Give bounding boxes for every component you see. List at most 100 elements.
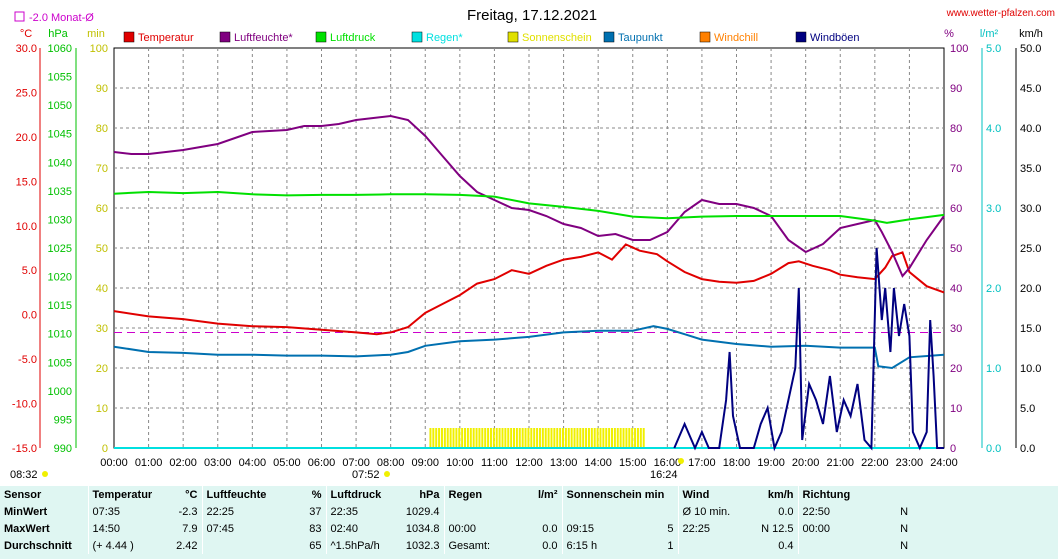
axis-tick-label-press: 1030 xyxy=(48,214,72,226)
axis-tick-label-sun: 20 xyxy=(96,363,108,375)
hum-unit: % xyxy=(944,28,954,40)
sunshine-bar xyxy=(562,428,565,448)
sunshine-bar xyxy=(524,428,527,448)
wind-value: 0.0 xyxy=(778,505,794,518)
axis-tick-label-rain: 0.0 xyxy=(986,443,1001,455)
axis-tick-label-sun: 40 xyxy=(96,283,108,295)
legend-label: Sonnenschein xyxy=(522,32,592,44)
hdr-sensor: Sensor xyxy=(4,488,42,501)
sunshine-bar xyxy=(636,428,639,448)
sunshine-bar xyxy=(576,428,579,448)
axis-tick-label-sun: 90 xyxy=(96,83,108,95)
stats-panel: Sensor Temperatur °C Luftfeuchte % Luftd… xyxy=(0,486,1058,559)
axis-tick-label-hum: 0 xyxy=(950,443,956,455)
legend-label: Temperatur xyxy=(138,32,194,44)
hdr-wind-unit: km/h xyxy=(767,488,794,501)
sun-time xyxy=(561,503,642,520)
hdr-rain: Regen xyxy=(443,486,516,503)
sunshine-bar xyxy=(536,428,539,448)
x-tick-label: 19:00 xyxy=(757,457,785,469)
axis-tick-label-hum: 10 xyxy=(950,403,962,415)
row-label: MinWert xyxy=(4,505,48,518)
sunshine-bar xyxy=(472,428,475,448)
temp-time: (+ 4.44 ) xyxy=(87,537,158,554)
sunrise-icon xyxy=(384,471,390,477)
dir-value: N xyxy=(900,522,909,535)
axis-tick-label-wind: 50.0 xyxy=(1020,43,1041,55)
rain-value xyxy=(516,503,562,520)
sunshine-bar xyxy=(556,428,559,448)
sunshine-bar xyxy=(478,428,481,448)
row-label: MaxWert xyxy=(4,522,50,535)
sun-value xyxy=(642,503,678,520)
sunrise-label: 07:52 xyxy=(352,469,380,481)
sunshine-bar xyxy=(464,428,467,448)
sunshine-bar xyxy=(541,428,544,448)
hdr-press: Luftdruck xyxy=(325,486,396,503)
axis-tick-label-wind: 5.0 xyxy=(1020,403,1035,415)
sunshine-bar xyxy=(559,428,562,448)
axis-tick-label-rain: 2.0 xyxy=(986,283,1001,295)
sunshine-bar xyxy=(625,428,628,448)
chart-title: Freitag, 17.12.2021 xyxy=(467,7,597,24)
axis-tick-label-press: 1055 xyxy=(48,72,72,84)
press-time: 22:35 xyxy=(325,503,396,520)
sunshine-bar xyxy=(501,428,504,448)
x-tick-label: 21:00 xyxy=(826,457,854,469)
sunshine-bar xyxy=(513,428,516,448)
axis-tick-label-press: 1010 xyxy=(48,329,72,341)
temp-value: -2.3 xyxy=(178,505,198,518)
dir-time: 22:50 xyxy=(797,503,889,520)
x-tick-label: 13:00 xyxy=(550,457,578,469)
legend-swatch xyxy=(603,31,615,43)
press-value: 1032.3 xyxy=(405,539,440,552)
sunshine-bar xyxy=(642,428,645,448)
sunshine-bar xyxy=(498,428,501,448)
x-tick-label: 05:00 xyxy=(273,457,301,469)
sunshine-bar xyxy=(475,428,478,448)
hdr-hum: Luftfeuchte xyxy=(201,486,278,503)
chart-grid xyxy=(113,47,945,449)
sunshine-bar xyxy=(619,428,622,448)
sunshine-bar xyxy=(446,428,449,448)
left-time-label: 08:32 xyxy=(10,469,38,481)
sunshine-bar xyxy=(443,428,446,448)
sunshine-bar xyxy=(634,428,637,448)
sunshine-bar xyxy=(435,428,438,448)
hum-value: 83 xyxy=(309,522,322,535)
temp-value: 2.42 xyxy=(176,539,198,552)
rain-time xyxy=(443,503,516,520)
wind-time: 22:25 xyxy=(677,520,753,537)
rain-time: Gesamt: xyxy=(443,537,516,554)
axis-tick-label-rain: 4.0 xyxy=(986,123,1001,135)
axis-tick-label-temp: -10.0 xyxy=(12,399,37,411)
x-tick-label: 09:00 xyxy=(411,457,439,469)
axis-tick-label-wind: 40.0 xyxy=(1020,123,1041,135)
axis-tick-label-hum: 60 xyxy=(950,203,962,215)
x-tick-label: 02:00 xyxy=(169,457,197,469)
axis-tick-label-wind: 15.0 xyxy=(1020,323,1041,335)
legend-label: Windchill xyxy=(714,32,758,44)
site-link[interactable]: www.wetter-pfalzen.com xyxy=(946,8,1055,19)
sunshine-bar xyxy=(527,428,530,448)
x-tick-label: 11:00 xyxy=(481,457,508,469)
sunshine-bar xyxy=(564,428,567,448)
sunshine-bar xyxy=(611,428,613,448)
rain-time: 00:00 xyxy=(443,520,516,537)
sunshine-bar xyxy=(553,428,556,448)
x-tick-label: 18:00 xyxy=(723,457,751,469)
sunshine-bar xyxy=(605,428,608,448)
sun-icon xyxy=(42,471,48,477)
x-tick-label: 20:00 xyxy=(792,457,820,469)
hdr-sun: Sonnenschein min xyxy=(561,486,679,503)
legend-swatch xyxy=(507,31,519,43)
press-unit: hPa xyxy=(48,28,68,40)
series-lines xyxy=(113,114,945,452)
hum-value: 37 xyxy=(309,505,322,518)
legend-label: Luftfeuchte* xyxy=(234,32,293,44)
press-value: 1029.4 xyxy=(405,505,440,518)
sunshine-bar xyxy=(599,428,602,448)
sunshine-bar xyxy=(602,428,605,448)
sunshine-bar xyxy=(593,428,596,448)
axis-tick-label-press: 1060 xyxy=(48,43,72,55)
